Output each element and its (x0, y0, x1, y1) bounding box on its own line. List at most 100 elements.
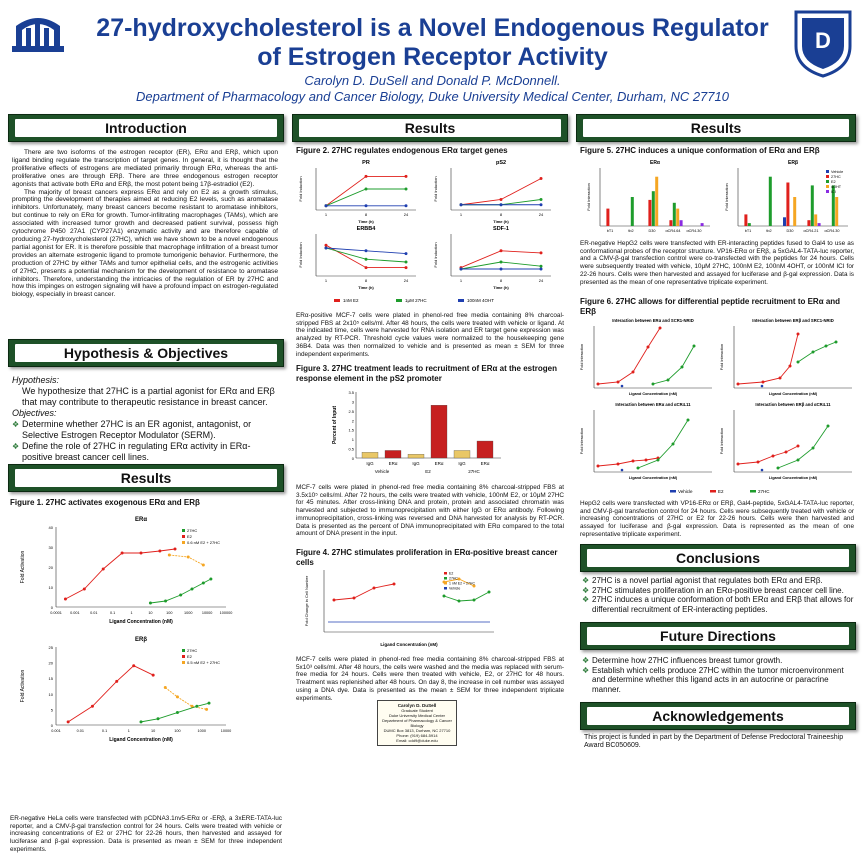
fig2-series-line-point (539, 251, 543, 255)
fig5-x-tick: αCR4.64 (665, 229, 680, 233)
fig6-vehicle-point (620, 384, 624, 388)
hypothesis-block: Hypothesis: We hypothesize that 27HC is … (12, 375, 280, 463)
fig2-series-line-point (459, 267, 463, 271)
fig1-y-label: Fold Activation (20, 670, 26, 703)
fig3-x-tick: ERα (435, 461, 444, 466)
acknowledgements-text: This project is funded in part by the De… (584, 734, 844, 750)
fig3-title: Figure 3. 27HC treatment leads to recrui… (296, 364, 557, 383)
fig1-e2-line-point (63, 597, 67, 601)
fig6-e2-line-point (616, 380, 620, 384)
fig3-y-tick: 1 (352, 437, 355, 442)
fig5-bar (651, 191, 655, 226)
fig5-x-tick: bT1 (745, 229, 752, 233)
results-heading: Results (299, 119, 561, 137)
fig4-e2-line-point (352, 596, 356, 600)
fig1-e2-line (65, 548, 176, 600)
fig5-panel-title: ERα (650, 160, 661, 166)
fig1-legend-label: 27HC (187, 648, 197, 653)
fig5-x-tick: αCR4.21 (803, 229, 818, 233)
fig1-legend-label: 0.5 nM E2 + 27HC (187, 660, 220, 665)
fig2-panel-title: PR (362, 160, 370, 166)
fig3-y-tick: 3 (352, 399, 355, 404)
fig6-e2-line-point (796, 444, 800, 448)
fig6-title: Figure 6. 27HC allows for differential p… (580, 297, 841, 316)
fig6-e2-line (737, 333, 799, 385)
fig1-27hc-line-b-point (175, 711, 179, 715)
fig5-bar (786, 182, 790, 226)
fig5-bar (831, 185, 835, 226)
fig2-x-label: Time (h) (493, 285, 509, 290)
fig3-x-tick: IgG (412, 461, 420, 466)
fig3-y-tick: 2 (352, 418, 355, 423)
fig4-combo-line-point (457, 577, 461, 581)
fig1-combo-line-point (201, 563, 205, 567)
results-heading-bar-3: Results (576, 114, 856, 142)
fig2-x-tick: 8 (500, 278, 503, 283)
fig6-27hc-line (652, 345, 695, 385)
fig2-series-line-point (364, 174, 368, 178)
fig2-x-tick: 1 (325, 212, 328, 217)
fig1-legend-swatch (182, 655, 185, 658)
introduction-heading-bar: Introduction (8, 114, 284, 142)
acknowledgements-heading: Acknowledgements (587, 707, 849, 725)
fig1-27hc-line-b-point (139, 720, 143, 724)
fig1-27hc-line-b-point (195, 704, 199, 708)
fig6-panel-title: Interaction between ERβ and αCR4.11 (755, 402, 831, 407)
fig1-x-tick: 10000 (221, 729, 232, 733)
fig2-series-line-point (539, 177, 543, 180)
fig1-legend-label: E2 (187, 654, 193, 659)
fig2-x-tick: 1 (460, 212, 463, 217)
fig6-27hc-line-point (776, 466, 780, 470)
fig3-y-tick: 0 (352, 456, 355, 461)
fig1-panel-title: ERα (135, 517, 147, 523)
fig6-vehicle-point (620, 468, 624, 472)
fig1-x-tick: 10 (151, 729, 155, 733)
fig3-bar (430, 405, 448, 459)
fig6-27hc-line (637, 419, 689, 469)
fig1-27hc-line-point (164, 599, 168, 603)
fig3-bar (453, 450, 471, 459)
fig1-y-tick: 40 (49, 525, 54, 530)
fig2-legend-swatch (334, 299, 340, 302)
card-org: Duke University Medical Center (388, 713, 446, 718)
fig2-series-line-point (364, 257, 368, 261)
fig5-bar (835, 197, 839, 226)
fig6-x-label: Ligand Concentration (nM) (769, 476, 818, 480)
conclusions-heading-bar: Conclusions (580, 544, 856, 572)
card-dept: Department of Pharmacology & Cancer Biol… (382, 718, 452, 728)
fig2-x-tick: 8 (500, 212, 503, 217)
fig2-series-line-point (404, 252, 408, 256)
fig2-x-label: Time (h) (358, 219, 374, 224)
fig2-series-line-point (539, 203, 543, 207)
fig1-y-tick: 5 (51, 707, 54, 712)
fig5-y-label: Fold Interaction (724, 183, 729, 211)
fig1-x-tick: 0.1 (110, 611, 115, 615)
fig1-e2-line-point (173, 547, 177, 551)
fig2-series-line (325, 175, 406, 207)
fig2-series-line-point (324, 246, 328, 250)
fig2-legend-swatch (458, 299, 464, 302)
fig5-legend-swatch (826, 185, 829, 188)
fig5-bar (747, 223, 751, 226)
fig2-series-line-point (499, 203, 503, 207)
fig1-e2-line-point (139, 551, 143, 555)
fig2-series-line-point (539, 264, 543, 268)
card-address: DUMC Box 3813, Durham, NC 27710 (383, 728, 451, 733)
fig4-x-label: Ligand Concentration (nM) (380, 642, 438, 647)
fig6-e2-line (737, 445, 799, 465)
objectives-list: Determine whether 27HC is an ER agonist,… (12, 419, 280, 463)
fig6-e2-line-point (784, 450, 788, 454)
fig2-series-line-point (364, 266, 368, 270)
fig6-27hc-line-point (796, 360, 800, 364)
fig6-x-label: Ligand Concentration (nM) (629, 392, 678, 396)
fig3-x-tick: IgG (458, 461, 466, 466)
introduction-heading: Introduction (15, 119, 277, 137)
card-name: Carolyn D. DuSell (397, 703, 437, 708)
fig3-y-tick: 0.5 (348, 447, 354, 452)
fig5-bar (700, 223, 704, 226)
fig6-vehicle-point (760, 384, 764, 388)
fig1-title: Figure 1. 27HC activates exogenous ERα a… (10, 498, 200, 507)
fig5-legend-swatch (826, 190, 829, 193)
fig5-x-tick: bT1 (607, 229, 614, 233)
fig5-x-tick: αCR4.30 (824, 229, 839, 233)
